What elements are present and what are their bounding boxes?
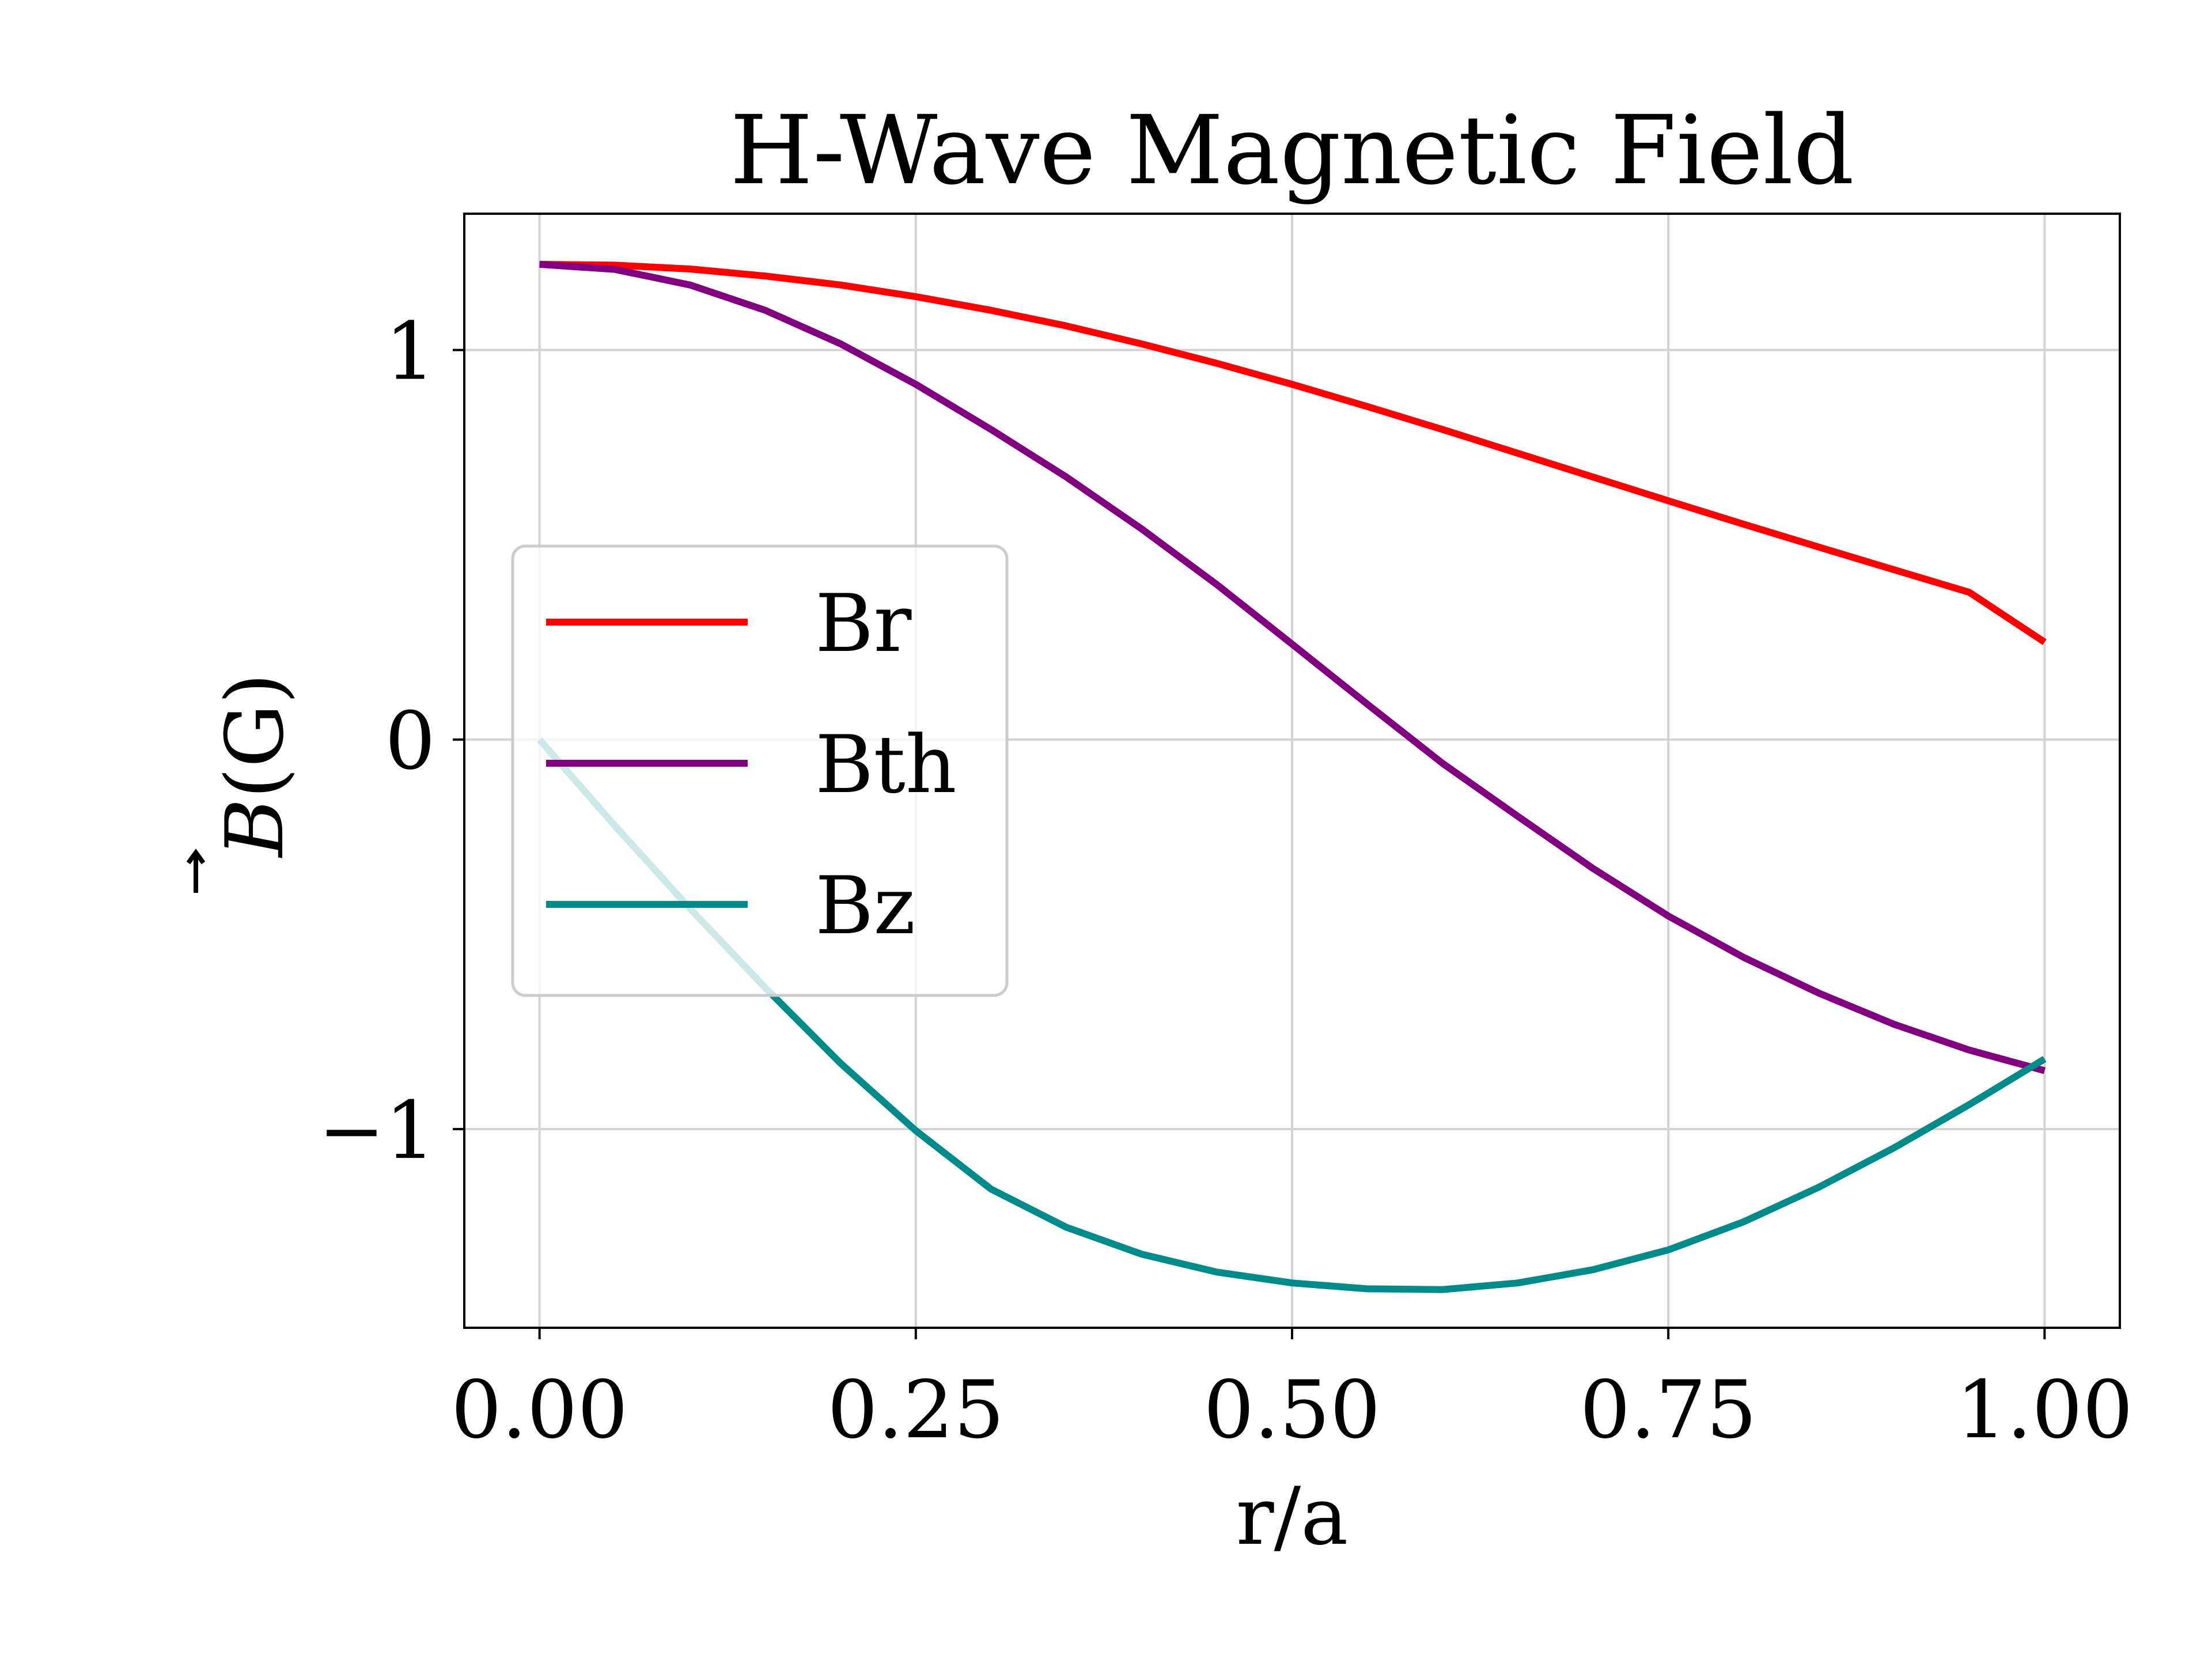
vector-arrow-icon [186, 849, 206, 893]
legend-label-br: Br [815, 577, 911, 670]
x-tick-label: 0.75 [1580, 1363, 1757, 1456]
x-tick-label: 1.00 [1956, 1363, 2133, 1456]
series-line-bth [539, 260, 2046, 1074]
legend-label-bth: Bth [815, 718, 957, 811]
x-tick-label: 0.00 [451, 1363, 628, 1456]
y-axis-label: B(G) [186, 673, 301, 893]
chart-title: H-Wave Magnetic Field [730, 95, 1854, 206]
svg-text:B(G): B(G) [209, 673, 301, 858]
y-tick-label: −1 [319, 1084, 435, 1177]
x-axis-label: r/a [1236, 1470, 1349, 1563]
series-lines [537, 260, 2047, 1293]
axis-ticks: 0.00 0.25 0.50 0.75 1.00 −1 0 1 [319, 305, 2133, 1456]
legend-label-bz: Bz [815, 859, 915, 952]
y-axis-label-unit: (G) [209, 673, 301, 798]
y-tick-label: 1 [385, 305, 435, 398]
x-tick-label: 0.50 [1203, 1363, 1380, 1456]
series-line-br [539, 260, 2047, 645]
series-line-bz [537, 737, 2047, 1293]
x-tick-label: 0.25 [827, 1363, 1004, 1456]
y-tick-label: 0 [385, 695, 435, 787]
legend: Br Bth Bz [511, 544, 1009, 997]
y-axis-label-symbol: B [209, 798, 301, 858]
legend-frame [511, 544, 1009, 997]
